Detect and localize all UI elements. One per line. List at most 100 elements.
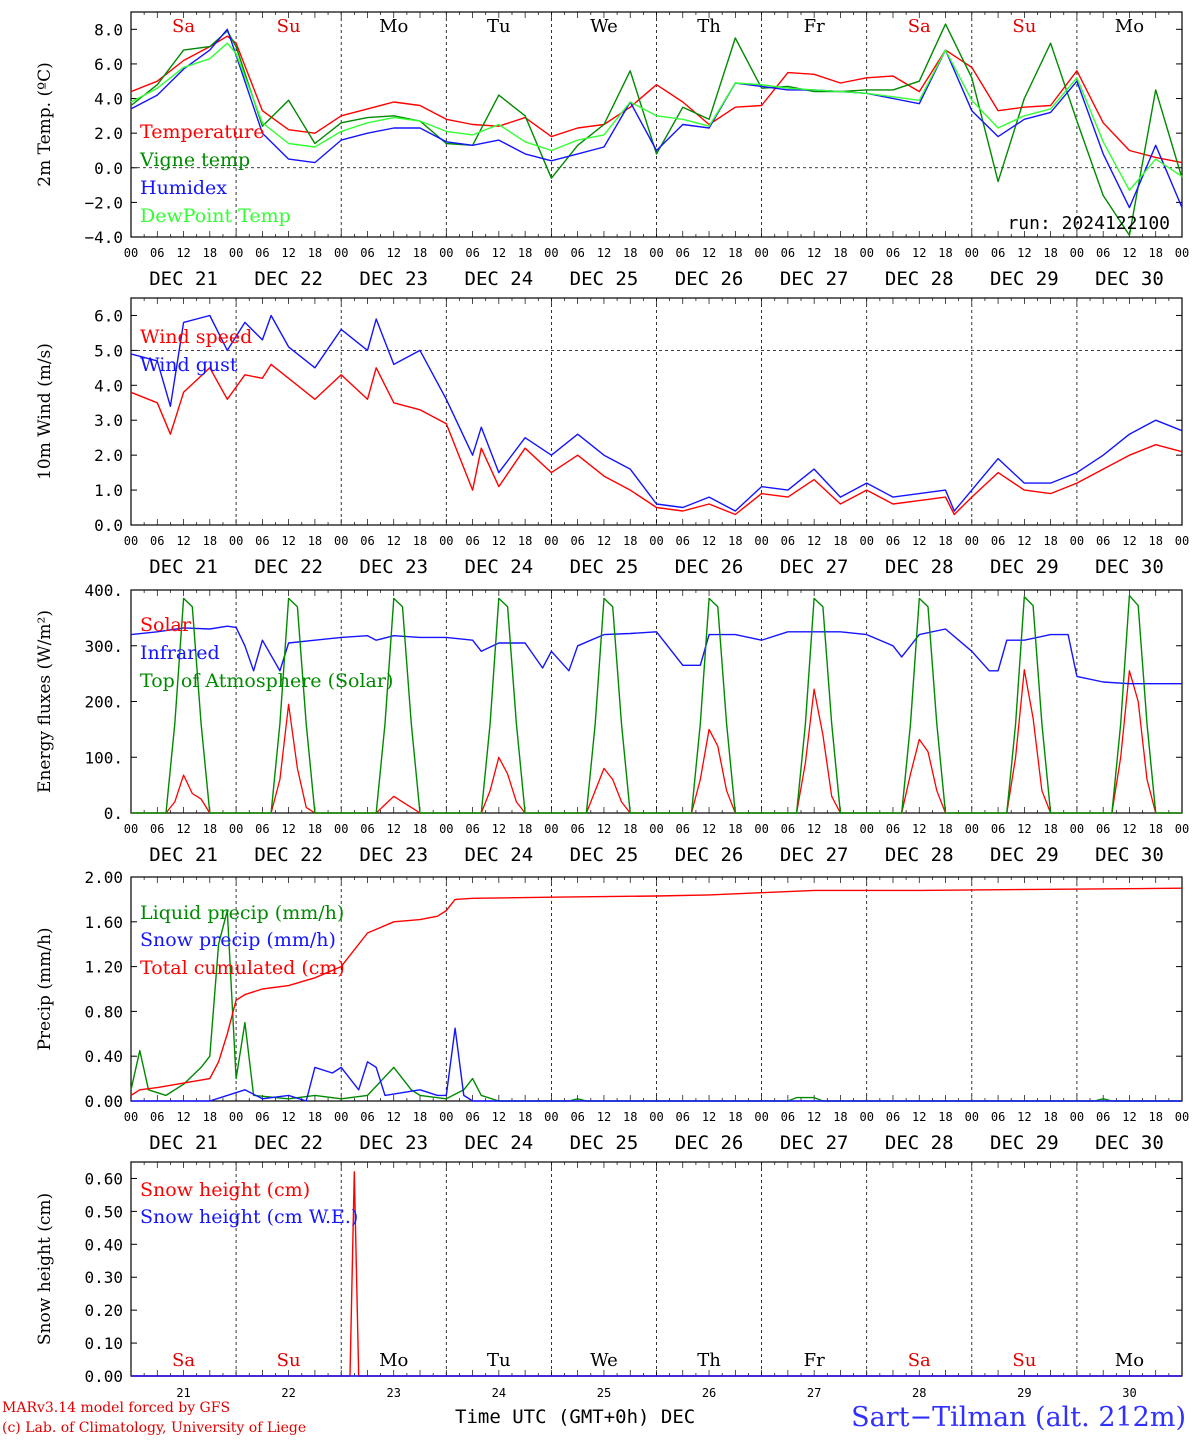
date-label: DEC 24 (465, 268, 534, 290)
hour-tick-label: 00 (124, 246, 138, 260)
time-axis-label: Time UTC (GMT+0h) DEC (455, 1406, 696, 1428)
hour-tick-label: 06 (150, 822, 164, 836)
model-credit: MARv3.14 model forced by GFS (2, 1400, 231, 1416)
date-label: DEC 30 (1095, 556, 1164, 578)
hour-tick-label: 18 (203, 822, 217, 836)
day-number-label: 22 (281, 1386, 295, 1400)
hour-tick-label: 18 (203, 534, 217, 548)
date-label: DEC 26 (675, 844, 744, 866)
hour-tick-label: 12 (702, 822, 716, 836)
hour-tick-label: 12 (1122, 246, 1136, 260)
hour-tick-label: 12 (492, 1110, 506, 1124)
hour-tick-label: 06 (886, 1110, 900, 1124)
y-tick-label: 6.0 (94, 306, 123, 325)
hour-tick-label: 00 (965, 246, 979, 260)
series-line-snow-precip-mm-h- (131, 1027, 1182, 1102)
hour-tick-label: 06 (465, 822, 479, 836)
hour-tick-label: 00 (859, 534, 873, 548)
y-tick-label: 0.10 (84, 1334, 123, 1353)
legend-entry: Total cumulated (cm) (140, 957, 345, 979)
hour-tick-label: 18 (518, 1110, 532, 1124)
hour-tick-label: 06 (991, 822, 1005, 836)
hour-tick-label: 00 (859, 246, 873, 260)
panel-frame (130, 589, 1183, 814)
hour-tick-label: 00 (649, 246, 663, 260)
legend-entry: Vigne temp (139, 149, 250, 171)
hour-tick-label: 06 (255, 822, 269, 836)
weekday-label: Fr (804, 16, 825, 37)
y-tick-label: 0.40 (84, 1047, 123, 1066)
weekday-label: Mo (379, 16, 408, 37)
hour-tick-label: 06 (781, 246, 795, 260)
y-tick-label: 0.0 (94, 516, 123, 535)
date-label: DEC 29 (990, 556, 1059, 578)
hour-tick-label: 18 (308, 246, 322, 260)
hour-tick-label: 18 (938, 534, 952, 548)
hour-tick-label: 12 (1017, 1110, 1031, 1124)
hour-tick-label: 00 (124, 822, 138, 836)
series-line-temperature (130, 35, 1183, 164)
hour-tick-label: 00 (544, 246, 558, 260)
hour-tick-label: 00 (334, 534, 348, 548)
hour-tick-label: 12 (597, 534, 611, 548)
hour-tick-label: 06 (1096, 1110, 1110, 1124)
y-tick-label: 0.20 (84, 1301, 123, 1320)
hour-tick-label: 18 (203, 1110, 217, 1124)
hour-tick-label: 12 (492, 246, 506, 260)
y-tick-label: 5.0 (94, 341, 123, 360)
hour-tick-label: 18 (728, 534, 742, 548)
hour-tick-label: 06 (886, 534, 900, 548)
hour-tick-label: 06 (150, 534, 164, 548)
weekday-label: Fr (804, 1350, 825, 1371)
date-label: DEC 27 (780, 268, 849, 290)
hour-tick-label: 00 (229, 246, 243, 260)
hour-tick-label: 00 (439, 1110, 453, 1124)
y-tick-label: 1.60 (84, 913, 123, 932)
date-label: DEC 23 (359, 556, 428, 578)
hour-tick-label: 00 (124, 1110, 138, 1124)
y-tick-label: 1.0 (94, 481, 123, 500)
hour-tick-label: 06 (991, 246, 1005, 260)
legend-entry: Infrared (140, 642, 220, 664)
hour-tick-label: 18 (308, 822, 322, 836)
hour-tick-label: 12 (281, 246, 295, 260)
y-axis-label: Precip (mm/h) (35, 927, 55, 1050)
weekday-label: Mo (379, 1350, 408, 1371)
lab-credit: (c) Lab. of Climatology, University of L… (2, 1420, 307, 1436)
date-label: DEC 23 (359, 1132, 428, 1154)
weekday-label: Tu (487, 1350, 511, 1371)
hour-tick-label: 18 (203, 246, 217, 260)
date-label: DEC 23 (359, 268, 428, 290)
hour-tick-label: 18 (518, 246, 532, 260)
hour-tick-label: 00 (544, 1110, 558, 1124)
date-label: DEC 21 (149, 268, 218, 290)
hour-tick-label: 00 (965, 534, 979, 548)
y-tick-label: −4.0 (84, 228, 123, 247)
date-label: DEC 27 (780, 556, 849, 578)
hour-tick-label: 00 (965, 1110, 979, 1124)
date-label: DEC 21 (149, 844, 218, 866)
hour-tick-label: 18 (518, 822, 532, 836)
y-tick-label: 0.60 (84, 1169, 123, 1188)
date-label: DEC 24 (465, 844, 534, 866)
y-tick-label: 100. (84, 748, 123, 767)
hour-tick-label: 00 (1070, 534, 1084, 548)
weekday-label: Su (1012, 16, 1036, 37)
hour-tick-label: 18 (623, 822, 637, 836)
hour-tick-label: 00 (1070, 822, 1084, 836)
date-label: DEC 30 (1095, 268, 1164, 290)
day-number-label: 25 (597, 1386, 611, 1400)
hour-tick-label: 12 (1017, 246, 1031, 260)
hour-tick-label: 12 (912, 1110, 926, 1124)
hour-tick-label: 12 (597, 822, 611, 836)
hour-tick-label: 06 (465, 1110, 479, 1124)
weekday-label: Sa (172, 16, 195, 37)
hour-tick-label: 06 (360, 1110, 374, 1124)
weekday-label: Su (277, 16, 301, 37)
hour-tick-label: 00 (334, 246, 348, 260)
hour-tick-label: 12 (912, 246, 926, 260)
hour-tick-label: 12 (281, 1110, 295, 1124)
hour-tick-label: 18 (833, 534, 847, 548)
y-tick-label: 0.00 (84, 1092, 123, 1111)
weekday-label: Th (697, 1350, 721, 1371)
